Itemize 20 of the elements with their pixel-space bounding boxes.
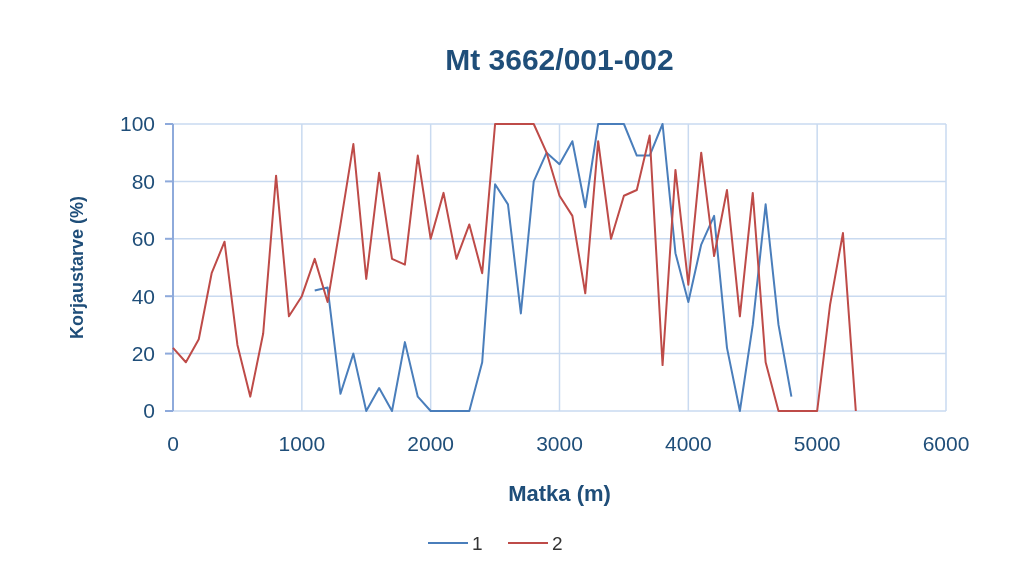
y-tick-label: 40 — [131, 284, 155, 308]
y-tick-label: 100 — [119, 112, 155, 136]
x-tick-label: 3000 — [536, 432, 583, 455]
x-axis-title: Matka (m) — [508, 481, 611, 506]
x-tick-label: 4000 — [664, 432, 712, 455]
line-series — [172, 123, 857, 412]
y-tick-label: 0 — [143, 399, 155, 423]
y-tick-label: 60 — [131, 227, 155, 251]
y-axis-title: Korjaustarve (%) — [67, 195, 87, 340]
x-tick-label: 5000 — [793, 432, 841, 455]
x-tick-label: 2000 — [407, 432, 455, 455]
x-tick-label: 0 — [167, 432, 179, 455]
y-tick-label: 20 — [131, 341, 155, 365]
y-tick-label: 80 — [131, 169, 155, 193]
line-series — [313, 123, 793, 412]
x-tick-label: 6000 — [922, 432, 970, 455]
legend-label: 2 — [552, 532, 563, 554]
chart-title: Mt 3662/001-002 — [445, 43, 674, 76]
legend-label: 1 — [472, 532, 483, 554]
x-tick-label: 1000 — [278, 432, 326, 455]
